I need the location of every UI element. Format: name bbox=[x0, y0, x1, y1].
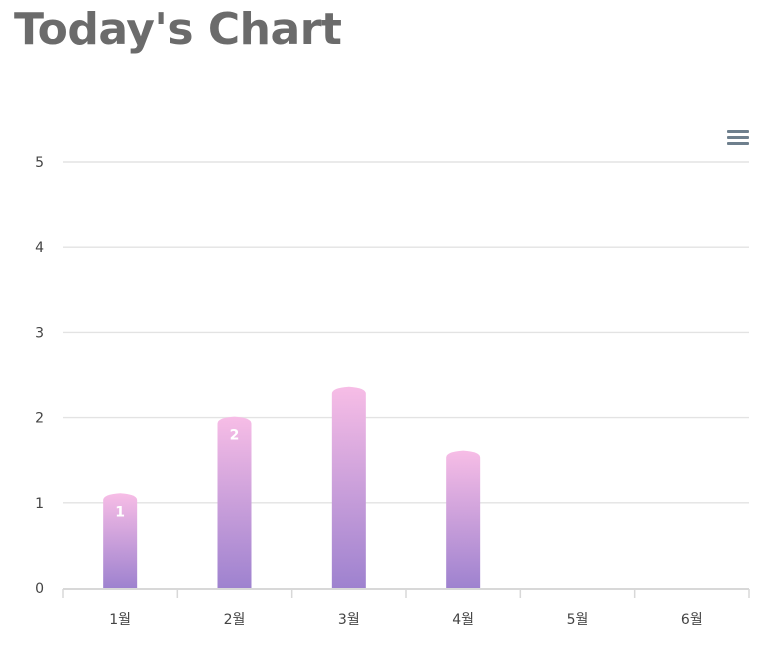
y-tick-label: 0 bbox=[35, 581, 44, 597]
y-tick-label: 3 bbox=[35, 325, 44, 341]
y-tick-label: 1 bbox=[35, 496, 44, 512]
grid-lines bbox=[63, 161, 749, 504]
y-tick-label: 2 bbox=[35, 411, 44, 427]
x-tick-label: 3월 bbox=[338, 612, 360, 628]
y-axis-tick-labels: 0 1 2 3 4 5 bbox=[35, 155, 44, 597]
x-tick-label: 1월 bbox=[109, 612, 131, 628]
x-tick-label: 6월 bbox=[681, 612, 703, 628]
x-tick-label: 4월 bbox=[452, 612, 474, 628]
data-label: 1 bbox=[115, 504, 125, 520]
data-label: 2 bbox=[230, 428, 240, 444]
hamburger-menu-icon bbox=[727, 130, 749, 133]
bar[interactable] bbox=[103, 493, 138, 588]
data-labels: 12 bbox=[115, 428, 239, 521]
chart-menu-button[interactable] bbox=[724, 126, 752, 150]
y-tick-label: 4 bbox=[35, 240, 44, 256]
x-axis bbox=[62, 588, 750, 598]
y-tick-label: 5 bbox=[35, 155, 44, 171]
x-axis-tick-labels: 1월 2월 3월 4월 5월 6월 bbox=[109, 612, 702, 628]
bar[interactable] bbox=[331, 386, 366, 588]
x-tick-label: 2월 bbox=[224, 612, 246, 628]
bar[interactable] bbox=[446, 450, 481, 588]
x-tick-label: 5월 bbox=[567, 612, 589, 628]
bars bbox=[103, 386, 481, 588]
bar[interactable] bbox=[217, 416, 252, 588]
page-title: Today's Chart bbox=[14, 4, 342, 55]
